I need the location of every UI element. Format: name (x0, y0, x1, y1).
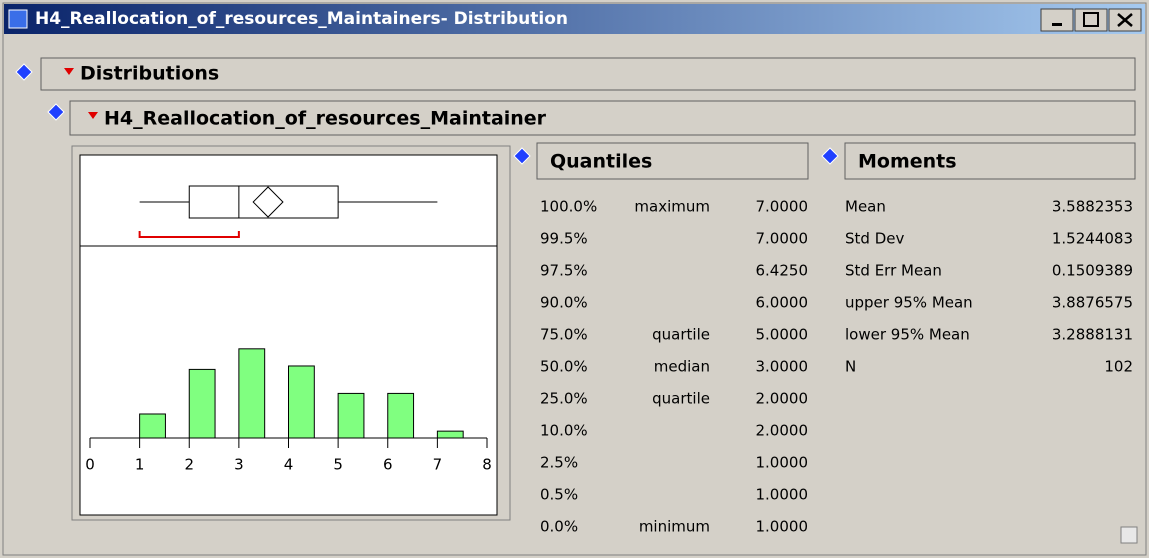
x-tick-label: 6 (383, 456, 393, 474)
quantile-value: 6.0000 (756, 294, 809, 312)
moments-header[interactable] (844, 142, 1136, 180)
minimize-icon (1052, 23, 1062, 26)
maximize-icon (1083, 12, 1099, 27)
minimize-button[interactable] (1040, 8, 1074, 32)
bar (337, 392, 365, 439)
mean-diamond (252, 186, 284, 218)
shortest-half (138, 231, 240, 238)
quantile-percent: 75.0% (540, 326, 588, 344)
quantile-percent: 10.0% (540, 422, 588, 440)
quantile-percent: 25.0% (540, 390, 588, 408)
outline-toggle[interactable] (15, 63, 33, 81)
moment-value: 1.5244083 (1052, 230, 1133, 248)
quantile-value: 1.0000 (756, 454, 809, 472)
quantile-label: median (654, 358, 710, 376)
report-header[interactable] (69, 100, 1136, 136)
x-tick-label: 1 (135, 456, 145, 474)
window-title: H4_Reallocation_of_resources_Maintainers… (35, 9, 568, 29)
app-icon (8, 9, 28, 29)
bar (139, 413, 166, 439)
x-tick-label: 7 (433, 456, 443, 474)
moment-value: 102 (1104, 358, 1133, 376)
outline-toggle[interactable] (47, 103, 65, 121)
quantile-value: 5.0000 (756, 326, 809, 344)
plot-area (79, 154, 498, 516)
quantile-value: 1.0000 (756, 518, 809, 536)
disclosure-icon[interactable] (88, 112, 98, 119)
quantile-percent: 2.5% (540, 454, 578, 472)
quantile-label: minimum (639, 518, 710, 536)
quantile-label: quartile (652, 390, 710, 408)
x-tick-label: 4 (284, 456, 294, 474)
bar (436, 430, 464, 439)
quantile-value: 1.0000 (756, 486, 809, 504)
bar (188, 368, 216, 439)
close-icon (1117, 13, 1133, 27)
moment-name: lower 95% Mean (845, 326, 970, 344)
quantile-value: 2.0000 (756, 422, 809, 440)
title-bar (4, 4, 1145, 34)
moment-name: Std Err Mean (845, 262, 942, 280)
quantile-value: 6.4250 (756, 262, 809, 280)
bar (288, 365, 315, 439)
moment-value: 3.5882353 (1052, 198, 1133, 216)
outline-toggle[interactable] (513, 147, 531, 165)
x-tick-label: 0 (85, 456, 95, 474)
bar (387, 392, 415, 439)
quantile-value: 7.0000 (756, 198, 809, 216)
x-tick-label: 3 (234, 456, 244, 474)
moment-name: Std Dev (845, 230, 904, 248)
quantile-percent: 90.0% (540, 294, 588, 312)
outline-title: Distributions (80, 63, 219, 85)
box (188, 185, 339, 219)
disclosure-icon[interactable] (64, 68, 74, 75)
quantile-value: 2.0000 (756, 390, 809, 408)
quantile-percent: 50.0% (540, 358, 588, 376)
quantile-percent: 0.5% (540, 486, 578, 504)
quantile-percent: 100.0% (540, 198, 597, 216)
moment-name: upper 95% Mean (845, 294, 973, 312)
bar (238, 348, 266, 439)
x-tick-label: 2 (184, 456, 194, 474)
moment-value: 0.1509389 (1052, 262, 1133, 280)
quantile-percent: 0.0% (540, 518, 578, 536)
quantiles-title: Quantiles (550, 151, 652, 173)
moment-name: N (845, 358, 856, 376)
resize-box[interactable] (1120, 526, 1138, 544)
quantile-value: 7.0000 (756, 230, 809, 248)
quantile-percent: 97.5% (540, 262, 588, 280)
quantile-label: quartile (652, 326, 710, 344)
moment-value: 3.8876575 (1052, 294, 1133, 312)
moment-name: Mean (845, 198, 886, 216)
report-title: H4_Reallocation_of_resources_Maintainer (104, 108, 547, 130)
quantile-value: 3.0000 (756, 358, 809, 376)
outline-toggle[interactable] (821, 147, 839, 165)
moments-title: Moments (858, 151, 957, 173)
quantiles-header[interactable] (536, 142, 809, 180)
window-controls[interactable] (1040, 8, 1142, 32)
x-tick-label: 5 (333, 456, 343, 474)
outline-header[interactable] (40, 57, 1136, 91)
x-tick-label: 8 (482, 456, 492, 474)
quantile-percent: 99.5% (540, 230, 588, 248)
quantile-label: maximum (634, 198, 710, 216)
moment-value: 3.2888131 (1052, 326, 1133, 344)
